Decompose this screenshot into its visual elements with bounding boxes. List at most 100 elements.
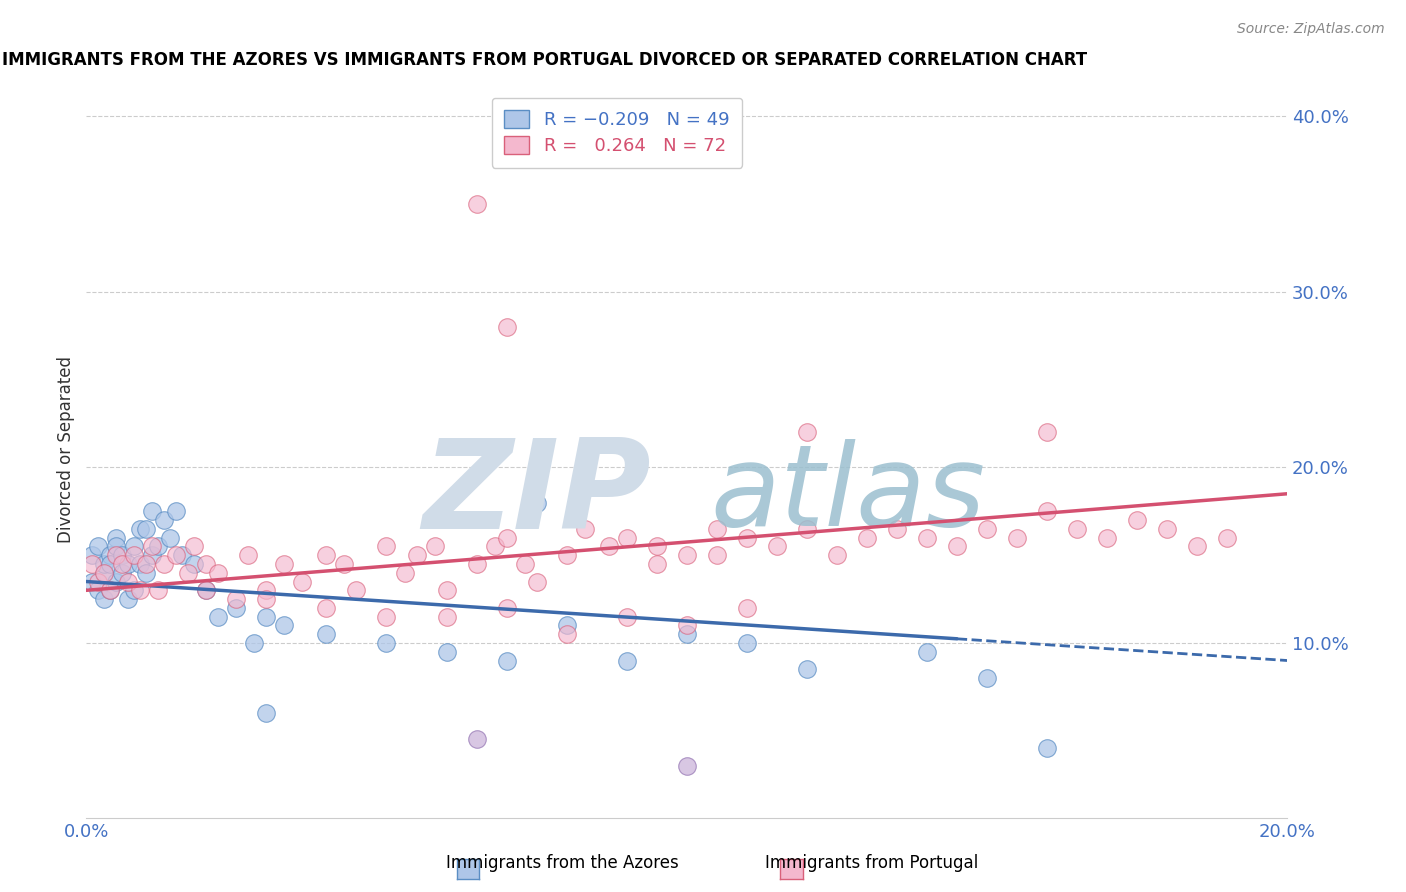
Point <box>495 531 517 545</box>
Point <box>405 548 427 562</box>
Point <box>946 540 969 554</box>
Point <box>976 522 998 536</box>
Point <box>436 609 458 624</box>
Point <box>254 592 277 607</box>
Text: atlas: atlas <box>710 439 986 549</box>
Point <box>436 583 458 598</box>
Point <box>105 574 128 589</box>
Point <box>675 548 697 562</box>
Point <box>675 759 697 773</box>
Point <box>165 548 187 562</box>
Point <box>105 548 128 562</box>
Point <box>465 557 488 571</box>
Point <box>82 574 104 589</box>
Point <box>87 540 110 554</box>
Point <box>135 522 157 536</box>
Point <box>82 548 104 562</box>
Point <box>675 618 697 632</box>
Point <box>98 548 121 562</box>
Point <box>645 557 668 571</box>
Point <box>148 583 170 598</box>
Point <box>124 583 146 598</box>
Point <box>375 540 398 554</box>
Point <box>93 557 115 571</box>
Point <box>111 557 134 571</box>
Point <box>1216 531 1239 545</box>
Point <box>165 504 187 518</box>
Point <box>1095 531 1118 545</box>
Point <box>526 574 548 589</box>
Point <box>796 522 818 536</box>
Point <box>195 557 218 571</box>
Point <box>225 592 247 607</box>
Text: Immigrants from Portugal: Immigrants from Portugal <box>765 855 979 872</box>
Legend: R = −0.209   N = 49, R =   0.264   N = 72: R = −0.209 N = 49, R = 0.264 N = 72 <box>492 98 742 168</box>
Point <box>254 609 277 624</box>
Point <box>796 425 818 440</box>
Point <box>98 583 121 598</box>
Point <box>484 540 506 554</box>
Point <box>495 600 517 615</box>
Point <box>87 574 110 589</box>
Point <box>1036 504 1059 518</box>
Point <box>273 557 295 571</box>
Point <box>195 583 218 598</box>
Point <box>172 548 194 562</box>
Point <box>254 583 277 598</box>
Point <box>706 522 728 536</box>
Point <box>315 548 337 562</box>
Point <box>93 566 115 580</box>
Point <box>735 531 758 545</box>
Point <box>117 557 139 571</box>
Point <box>117 574 139 589</box>
Point <box>141 540 163 554</box>
Point <box>765 540 787 554</box>
Point <box>915 531 938 545</box>
Point <box>111 548 134 562</box>
Point <box>124 548 146 562</box>
Point <box>555 618 578 632</box>
Point <box>1005 531 1028 545</box>
Point <box>141 504 163 518</box>
Point <box>616 653 638 667</box>
Point <box>465 732 488 747</box>
Text: Source: ZipAtlas.com: Source: ZipAtlas.com <box>1237 22 1385 37</box>
Point <box>177 566 200 580</box>
Point <box>82 557 104 571</box>
Point <box>291 574 314 589</box>
Point <box>273 618 295 632</box>
Point <box>254 706 277 721</box>
Point <box>225 600 247 615</box>
Point <box>1156 522 1178 536</box>
Point <box>675 627 697 641</box>
Text: IMMIGRANTS FROM THE AZORES VS IMMIGRANTS FROM PORTUGAL DIVORCED OR SEPARATED COR: IMMIGRANTS FROM THE AZORES VS IMMIGRANTS… <box>3 51 1087 69</box>
Point <box>1036 425 1059 440</box>
Point <box>645 540 668 554</box>
Point <box>238 548 260 562</box>
Point <box>111 566 134 580</box>
Point <box>555 627 578 641</box>
Point <box>1066 522 1088 536</box>
Point <box>87 583 110 598</box>
Point <box>465 197 488 211</box>
Point <box>333 557 356 571</box>
Point <box>135 566 157 580</box>
Point <box>1036 741 1059 756</box>
Point <box>1185 540 1208 554</box>
Point <box>153 513 176 527</box>
Point <box>141 548 163 562</box>
Y-axis label: Divorced or Separated: Divorced or Separated <box>58 357 75 543</box>
Point <box>315 627 337 641</box>
Point <box>105 531 128 545</box>
Point <box>148 540 170 554</box>
Point <box>735 600 758 615</box>
Point <box>117 592 139 607</box>
Point <box>616 609 638 624</box>
Text: ZIP: ZIP <box>423 434 651 555</box>
Point <box>735 636 758 650</box>
Point <box>375 609 398 624</box>
Point <box>346 583 368 598</box>
Point <box>375 636 398 650</box>
Point <box>915 645 938 659</box>
Point <box>129 583 152 598</box>
